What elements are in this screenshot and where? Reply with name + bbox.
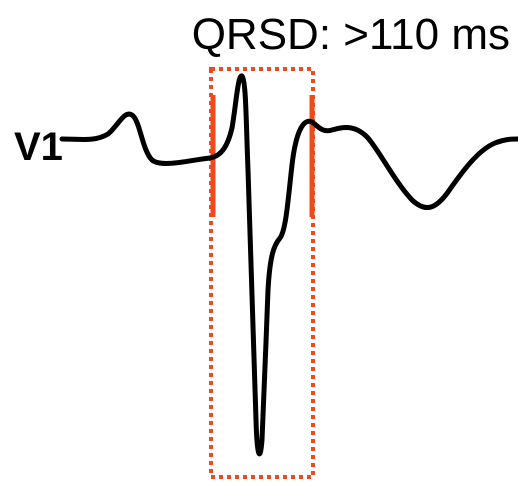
lead-label: V1 (14, 125, 63, 169)
qrs-box (209, 67, 315, 479)
title: QRSD: >110 ms (192, 10, 510, 59)
ecg-trace (59, 73, 518, 457)
